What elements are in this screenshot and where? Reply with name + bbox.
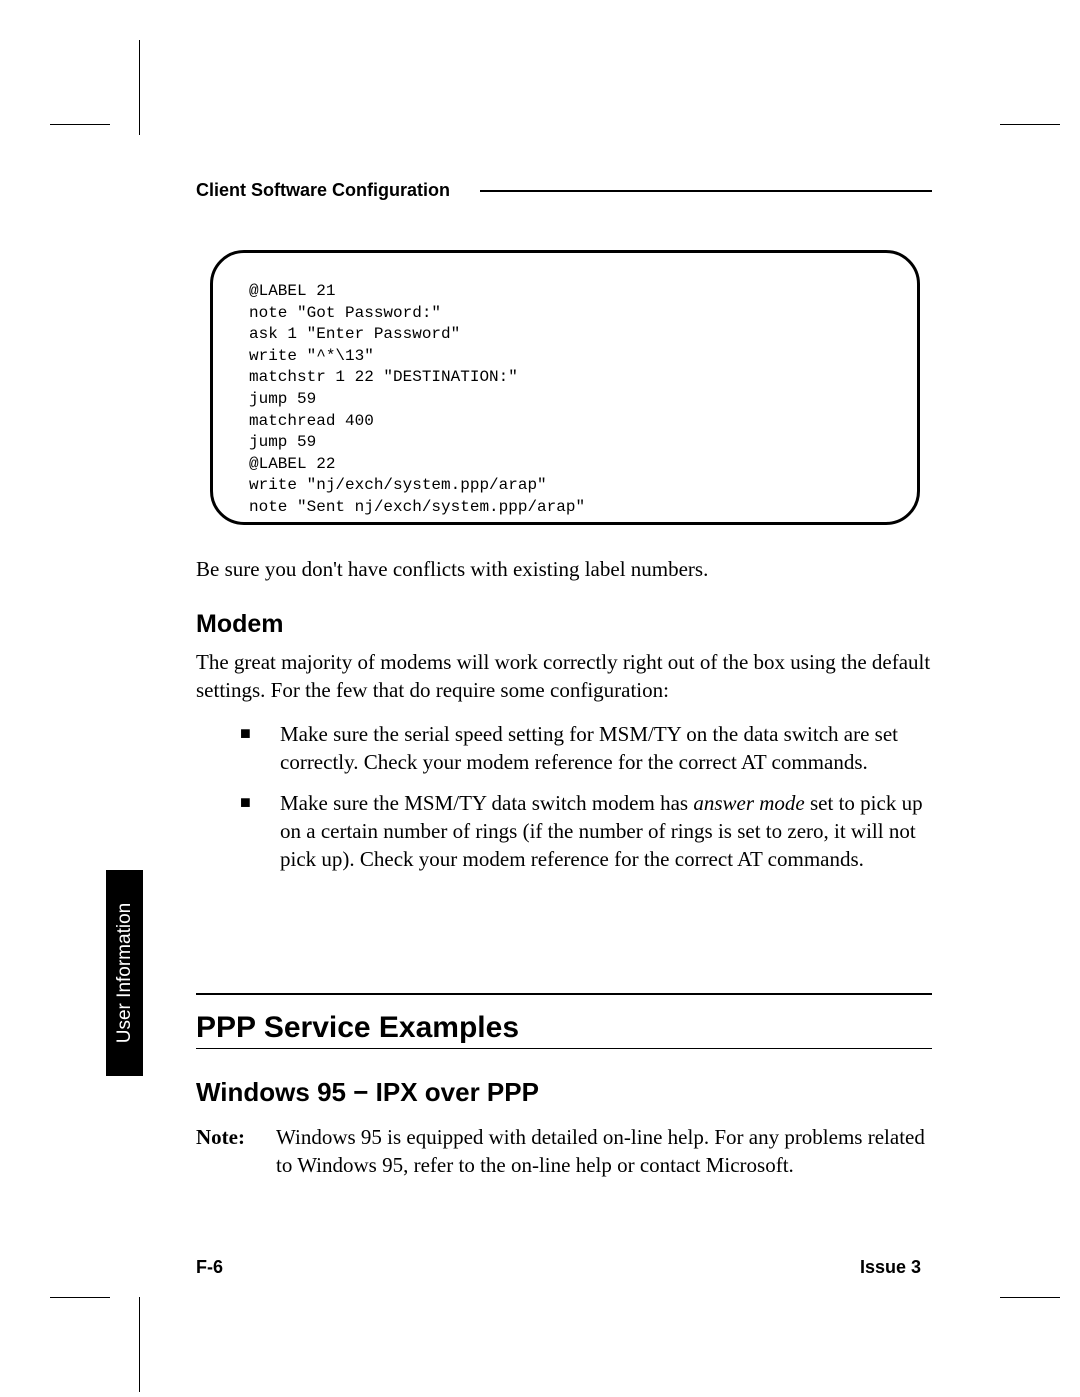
bullet-square-icon: ■ [240,720,280,777]
crop-mark [50,124,110,125]
heading-sub-suffix: IPX over PPP [368,1077,539,1107]
running-header-rule [480,190,932,192]
list-item-text: Make sure the MSM/TY data switch modem h… [280,789,935,874]
list-item-text-before: Make sure the MSM/TY data switch modem h… [280,791,693,815]
heading-sub-dash: − [353,1077,368,1107]
crop-mark [139,40,140,135]
heading-windows95-ipx: Windows 95 − IPX over PPP [196,1075,539,1110]
footer-issue: Issue 3 [860,1257,921,1278]
list-item-text: Make sure the serial speed setting for M… [280,720,935,777]
crop-mark [50,1297,110,1298]
list-item-italic: answer mode [693,791,804,815]
note-text: Windows 95 is equipped with detailed on-… [276,1123,936,1180]
paragraph-modem-intro: The great majority of modems will work c… [196,648,936,705]
footer-page-number: F-6 [196,1257,223,1278]
note-label: Note: [196,1123,276,1180]
running-header: Client Software Configuration [196,180,450,201]
bullet-list: ■ Make sure the serial speed setting for… [240,720,935,886]
heading-sub-prefix: Windows 95 [196,1077,353,1107]
crop-mark [139,1297,140,1392]
paragraph-after-code: Be sure you don't have conflicts with ex… [196,555,936,583]
list-item: ■ Make sure the MSM/TY data switch modem… [240,789,935,874]
section-rule-bottom [196,1048,932,1049]
bullet-square-icon: ■ [240,789,280,874]
heading-modem: Modem [196,608,284,642]
side-tab-label: User Information [114,903,136,1043]
side-tab: User Information [106,870,143,1076]
code-listing: @LABEL 21 note "Got Password:" ask 1 "En… [249,281,881,519]
page: Client Software Configuration @LABEL 21 … [0,0,1080,1397]
crop-mark [1000,1297,1060,1298]
list-item: ■ Make sure the serial speed setting for… [240,720,935,777]
heading-ppp-service-examples: PPP Service Examples [196,1008,519,1049]
note-block: Note: Windows 95 is equipped with detail… [196,1123,936,1180]
code-listing-box: @LABEL 21 note "Got Password:" ask 1 "En… [210,250,920,525]
section-rule-top [196,993,932,995]
crop-mark [1000,124,1060,125]
